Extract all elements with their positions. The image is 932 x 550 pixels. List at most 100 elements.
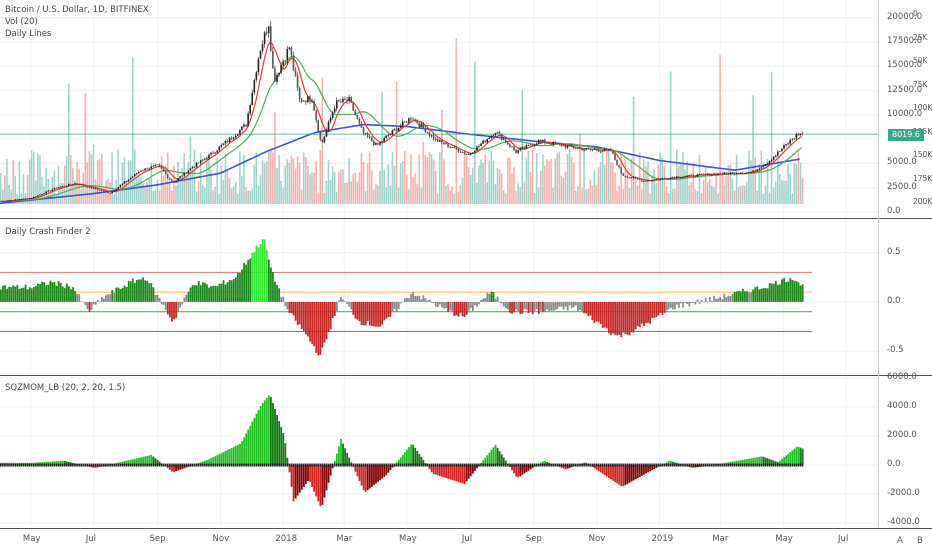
mom-bar [525, 465, 528, 473]
candle-body [587, 148, 589, 149]
candle-body [88, 186, 91, 188]
mom-bar [622, 465, 625, 487]
candle-body [245, 124, 247, 127]
crash-bar [138, 279, 140, 302]
squeeze-dot [511, 463, 513, 467]
candle-body [486, 138, 489, 143]
crash-axis-label: -0.5 [887, 345, 904, 356]
volume-bar [467, 167, 470, 204]
volume-bar [727, 165, 730, 204]
volume-bar [711, 185, 713, 204]
crash-finder-title[interactable]: Daily Crash Finder 2 [5, 227, 91, 237]
crash-bar [566, 301, 569, 311]
squeeze-dot [653, 463, 655, 467]
daily-lines-indicator-label[interactable]: Daily Lines [5, 29, 52, 39]
mom-bar [601, 465, 604, 474]
sqzmom-title[interactable]: SQZMOM_LB (20, 2, 20, 1.5) [5, 383, 126, 393]
candle-body [360, 123, 363, 128]
mom-bar [513, 465, 515, 474]
candle-body [18, 199, 21, 201]
volume-bar [519, 187, 521, 204]
candle-body [713, 173, 715, 175]
volume-bar [507, 157, 509, 204]
price-candles [2, 21, 804, 202]
crash-bar [496, 296, 499, 302]
candle-body [358, 118, 361, 124]
volume-bar [259, 175, 262, 204]
time-axis-label: Jul [461, 534, 473, 544]
candle-body [647, 180, 649, 182]
volume-bar [408, 189, 410, 204]
crash-bar [228, 280, 231, 302]
mom-bar [358, 465, 361, 481]
candle-body [579, 148, 581, 150]
volume-bar [49, 189, 52, 204]
mom-bar [793, 448, 796, 466]
candle-body [173, 181, 175, 183]
crash-bar [459, 301, 462, 313]
crash-bar [601, 301, 604, 329]
crash-bar [158, 297, 161, 302]
crash-bar [453, 301, 456, 317]
squeeze-dot [160, 463, 163, 467]
crash-bar [140, 279, 142, 302]
squeeze-dot [311, 463, 313, 467]
squeeze-dot [626, 463, 629, 467]
squeeze-dot [173, 463, 175, 467]
candle-body [632, 177, 635, 179]
mom-bar [125, 460, 128, 466]
volume-bar [103, 186, 105, 204]
volume-bar [319, 150, 322, 204]
squeeze-dot [179, 463, 181, 467]
crash-bar [624, 301, 627, 334]
squeeze-dot [354, 463, 357, 467]
crash-bar [430, 301, 433, 303]
squeeze-dot [218, 463, 221, 467]
candle-body [599, 151, 602, 153]
candle-body [389, 133, 392, 136]
crash-bar [63, 288, 66, 302]
crash-bar [253, 252, 256, 302]
volume-bar [770, 71, 773, 204]
volume-bar [162, 175, 165, 204]
auto-scale-button[interactable]: A [897, 536, 903, 546]
volume-bar [673, 188, 676, 204]
squeeze-dot [715, 463, 717, 467]
squeeze-dot [608, 463, 610, 467]
crash-bar [546, 301, 548, 310]
crash-bar [154, 295, 157, 302]
mom-bar [340, 438, 342, 466]
mom-bar [430, 465, 433, 473]
candle-body [129, 177, 132, 180]
squeeze-dot [189, 463, 192, 467]
squeeze-dot [70, 463, 72, 467]
candle-body [201, 159, 204, 161]
mom-bar [595, 465, 598, 470]
squeeze-dot [348, 463, 350, 467]
volume-bar [115, 179, 118, 204]
crash-bar [327, 301, 330, 333]
candle-body [634, 177, 637, 179]
mom-bar [562, 465, 565, 469]
squeeze-dot [12, 463, 14, 467]
squeeze-dot [542, 463, 544, 467]
candle-body [799, 133, 802, 136]
crash-bar [282, 296, 285, 302]
volume-bar [265, 161, 268, 204]
volume-bar [302, 152, 305, 204]
crash-bar [379, 301, 382, 327]
volume-bar [608, 151, 610, 204]
squeeze-dot [309, 463, 311, 467]
mom-bar [204, 460, 206, 466]
crash-bar [6, 288, 8, 302]
volume-indicator-label[interactable]: Vol (20) [5, 17, 38, 27]
log-scale-button[interactable]: B [917, 536, 923, 546]
crash-bar [144, 280, 147, 302]
mom-bar [760, 456, 763, 466]
candle-body [206, 158, 208, 160]
candle-body [300, 99, 303, 102]
crash-bar [490, 291, 493, 302]
squeeze-dot [517, 463, 519, 467]
crash-bar [399, 301, 402, 304]
